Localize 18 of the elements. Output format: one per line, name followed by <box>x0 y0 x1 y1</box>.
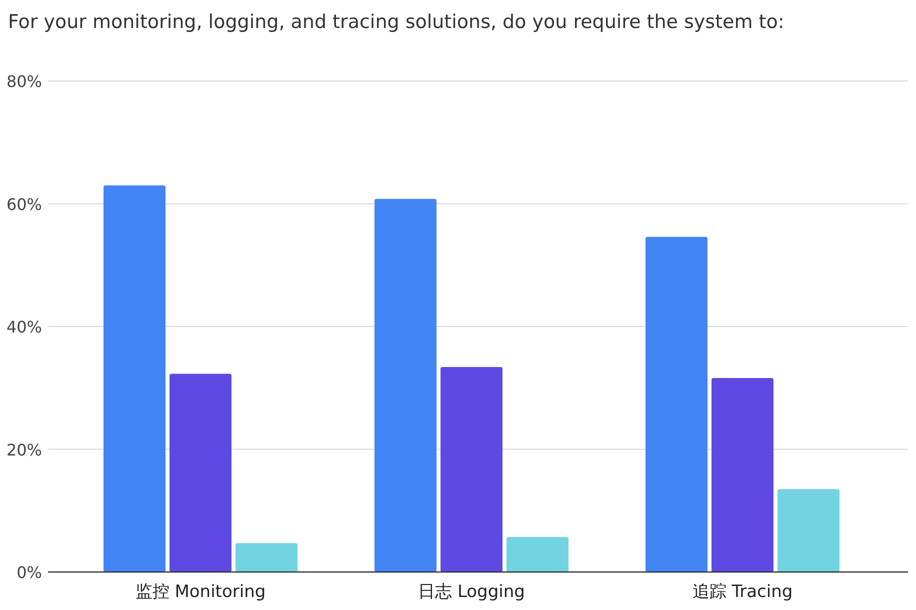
chart-title: For your monitoring, logging, and tracing solutions, do you require the system to: <box>8 11 784 33</box>
y-tick-label: 80% <box>6 72 42 91</box>
bar <box>778 489 840 572</box>
y-tick-label: 60% <box>6 194 42 214</box>
bar <box>236 543 298 572</box>
x-tick-label: 追踪 Tracing <box>692 582 793 602</box>
y-tick-label: 0% <box>16 563 42 582</box>
x-tick-label: 监控 Monitoring <box>135 582 266 602</box>
y-tick-label: 40% <box>6 318 42 336</box>
bar <box>712 378 774 572</box>
y-tick-label: 20% <box>6 440 42 460</box>
bar <box>506 537 568 572</box>
bar <box>104 185 166 572</box>
bar <box>646 236 708 572</box>
x-tick-label: 日志 Logging <box>418 582 525 602</box>
bar <box>170 374 232 572</box>
bar <box>440 367 502 572</box>
bar <box>374 198 436 572</box>
